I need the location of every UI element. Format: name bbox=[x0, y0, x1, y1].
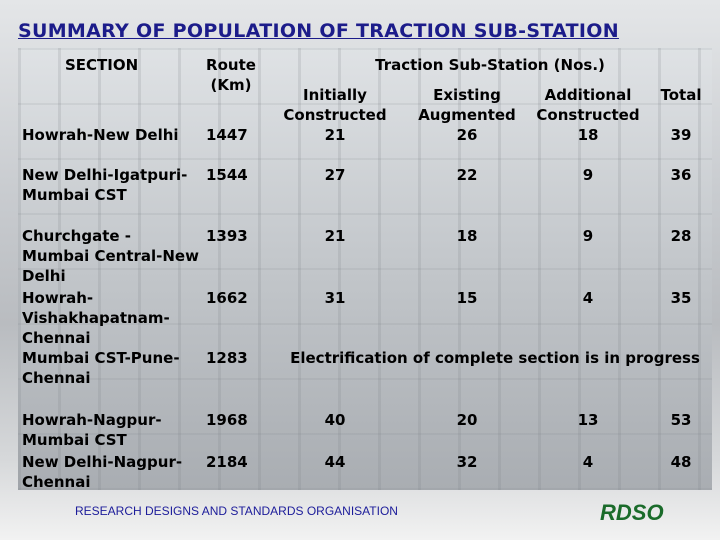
initially-constructed: 44 bbox=[324, 453, 346, 471]
total: 35 bbox=[670, 289, 692, 307]
total: 53 bbox=[670, 411, 692, 429]
header-total: Total bbox=[660, 86, 702, 104]
existing-augmented: 15 bbox=[456, 289, 478, 307]
route-km: 1283 bbox=[206, 349, 248, 367]
header-additional: Additional Constructed bbox=[536, 86, 640, 124]
route-km: 2184 bbox=[206, 453, 248, 471]
header-section: SECTION bbox=[65, 56, 139, 74]
total: 36 bbox=[670, 166, 692, 184]
note: Electrification of complete section is i… bbox=[290, 349, 700, 367]
additional-constructed: 13 bbox=[577, 411, 599, 429]
section-name: Howrah-New Delhi bbox=[22, 126, 179, 144]
initially-constructed: 21 bbox=[324, 227, 346, 245]
total: 28 bbox=[670, 227, 692, 245]
existing-augmented: 22 bbox=[456, 166, 478, 184]
additional-constructed: 4 bbox=[582, 453, 594, 471]
additional-constructed: 9 bbox=[582, 227, 594, 245]
existing-augmented: 26 bbox=[456, 126, 478, 144]
initially-constructed: 31 bbox=[324, 289, 346, 307]
initially-constructed: 40 bbox=[324, 411, 346, 429]
title: SUMMARY OF POPULATION OF TRACTION SUB-ST… bbox=[18, 20, 619, 42]
existing-augmented: 32 bbox=[456, 453, 478, 471]
route-km: 1393 bbox=[206, 227, 248, 245]
route-km: 1968 bbox=[206, 411, 248, 429]
section-name: Churchgate - Mumbai Central-New Delhi bbox=[22, 227, 199, 285]
additional-constructed: 4 bbox=[582, 289, 594, 307]
header-initially: Initially Constructed bbox=[283, 86, 387, 124]
existing-augmented: 20 bbox=[456, 411, 478, 429]
total: 48 bbox=[670, 453, 692, 471]
section-name: Howrah-Vishakhapatnam-Chennai bbox=[22, 289, 170, 347]
section-name: Mumbai CST-Pune-Chennai bbox=[22, 349, 180, 387]
logo: RDSO bbox=[600, 500, 664, 525]
header-existing: Existing Augmented bbox=[418, 86, 516, 124]
route-km: 1447 bbox=[206, 126, 248, 144]
initially-constructed: 27 bbox=[324, 166, 346, 184]
initially-constructed: 21 bbox=[324, 126, 346, 144]
section-name: New Delhi-Igatpuri- Mumbai CST bbox=[22, 166, 188, 204]
background-photo bbox=[18, 48, 712, 490]
header-route: Route (Km) bbox=[206, 56, 256, 94]
existing-augmented: 18 bbox=[456, 227, 478, 245]
footer: RESEARCH DESIGNS AND STANDARDS ORGANISAT… bbox=[75, 504, 398, 518]
total: 39 bbox=[670, 126, 692, 144]
additional-constructed: 18 bbox=[577, 126, 599, 144]
header-group: Traction Sub-Station (Nos.) bbox=[375, 56, 605, 74]
route-km: 1544 bbox=[206, 166, 248, 184]
route-km: 1662 bbox=[206, 289, 248, 307]
section-name: New Delhi-Nagpur-Chennai bbox=[22, 453, 183, 491]
additional-constructed: 9 bbox=[582, 166, 594, 184]
section-name: Howrah-Nagpur-Mumbai CST bbox=[22, 411, 162, 449]
